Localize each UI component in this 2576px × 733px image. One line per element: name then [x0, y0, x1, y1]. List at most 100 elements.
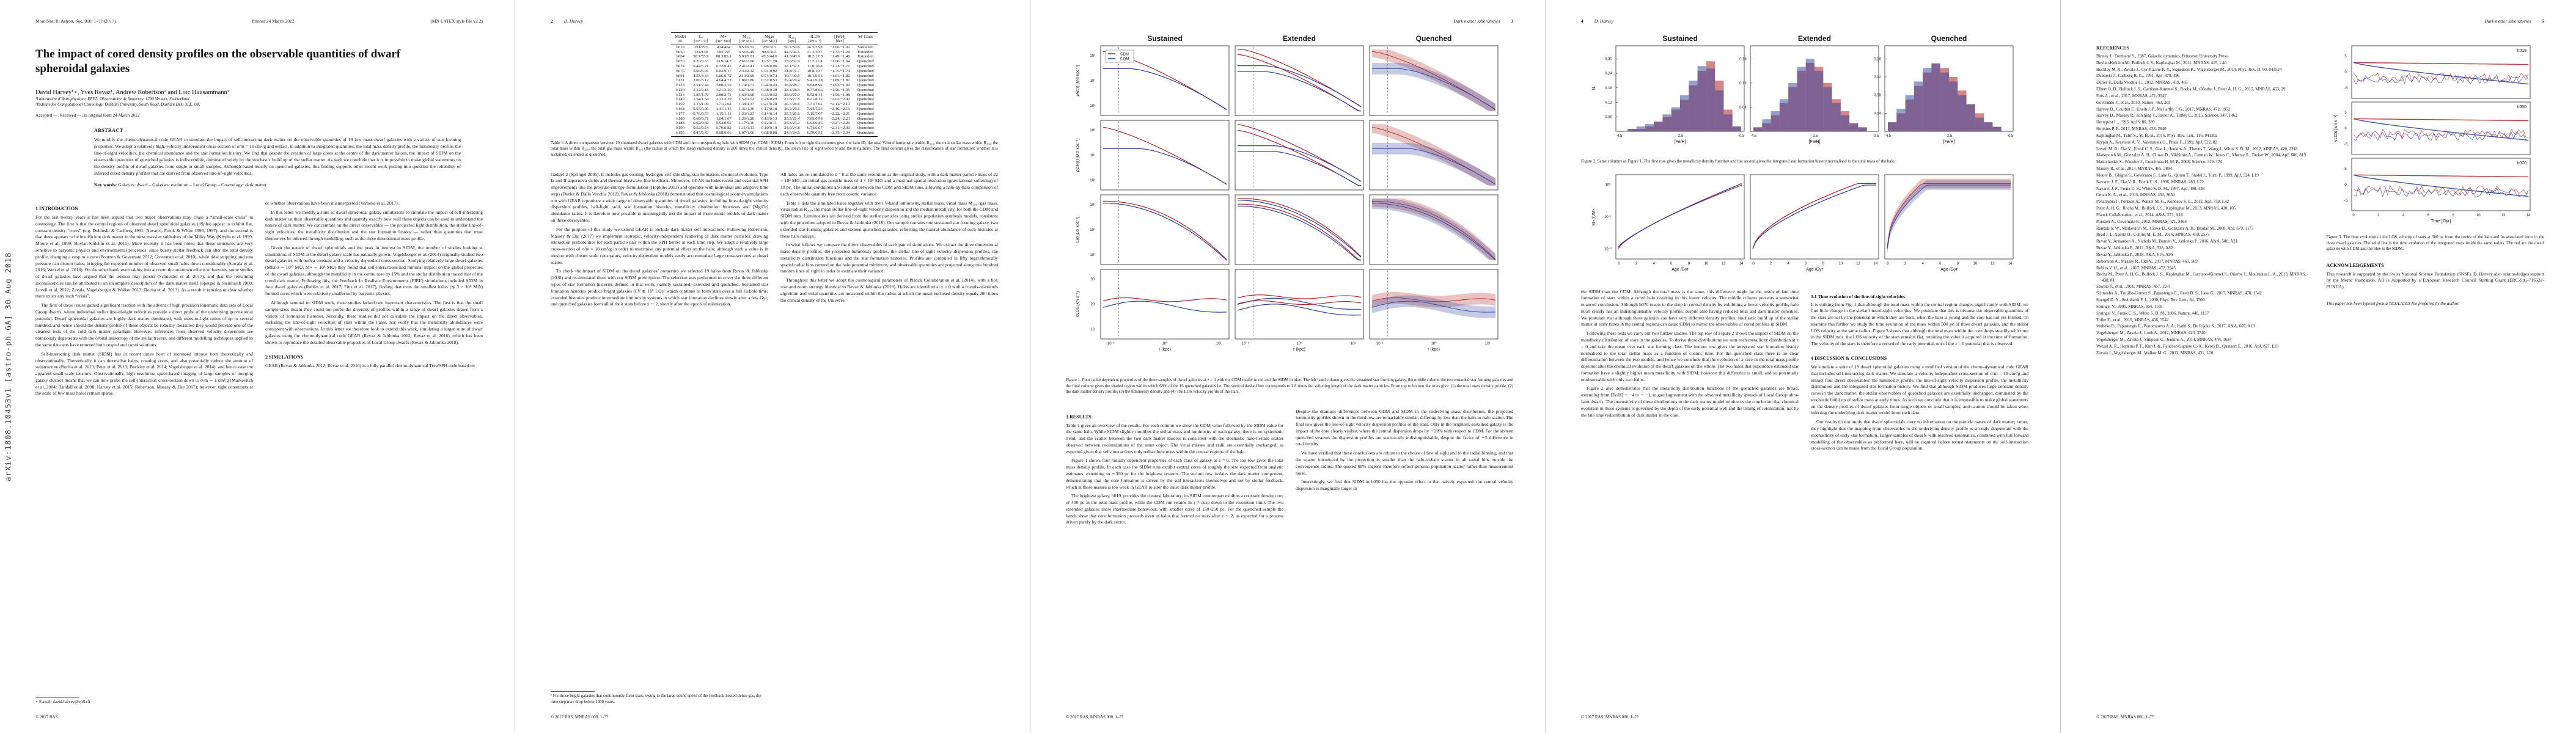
svg-text:10: 10	[1973, 262, 1978, 266]
table-row: h195 0.45/0.43 0.68/0.66 1.07/1.06 0.08/0.08…	[671, 130, 878, 137]
reference-entry: Boylan-Kolchin M., Bullock J. S., Kaplin…	[2096, 60, 2226, 65]
page-footer: © 2017 RAS	[35, 715, 58, 720]
svg-text:10: 10	[1091, 328, 1095, 332]
table-cell: Sustained	[857, 45, 874, 49]
right-column: All halos are re-simulated to z = 0 at t…	[780, 172, 998, 706]
abstract-block: ABSTRACT We modify the chemo-dynamical c…	[94, 128, 461, 192]
svg-text:5: 5	[2345, 111, 2347, 115]
reference-entry: Harvey D., Massey R., Kitching T., Taylo…	[2096, 113, 2237, 119]
column-unit: [kpc]	[780, 39, 804, 45]
table-cell: h019	[676, 45, 684, 49]
table-cell: h123	[676, 83, 684, 88]
table-cell: Quenched	[857, 78, 874, 83]
table-cell: 2.33/2.39	[716, 97, 732, 102]
svg-text:0.08: 0.08	[1874, 94, 1881, 98]
dates-line: Accepted —. Received —; in original form…	[35, 112, 140, 118]
page-2: 2 D. Harvey Model Lᵥ M⋆ M₂₀₀ Mgas R₂₀₀ σLOS [Fe…	[515, 0, 1030, 733]
svg-text:r (kpc): r (kpc)	[1293, 348, 1305, 352]
abstract-text: We modify the chemo-dynamical code GEAR …	[94, 136, 461, 176]
footnote: ¹ For those bright galaxies that continu…	[551, 690, 768, 705]
running-header: Dark matter laboratories 5	[2096, 18, 2544, 24]
table-cell: Extended	[857, 54, 873, 59]
svg-text:10⁹: 10⁹	[1090, 128, 1096, 133]
reference-entry: Navarro J. F., Eke V. R., Frenk C. S., 1…	[2096, 179, 2204, 184]
svg-text:8: 8	[2453, 214, 2455, 217]
paragraph: GEAR (Revaz & Jablonka 2012; Revaz et al…	[265, 362, 475, 368]
table-cell: 0.52/0.54	[693, 126, 709, 131]
table-cell: 24.9/24.8	[784, 126, 800, 131]
page-footer: © 2017 RAS, MNRAS 000, 1–??	[1066, 715, 1123, 720]
table-cell: 1.41/1.45	[716, 107, 732, 112]
table-cell: 5.96/6.05	[693, 68, 709, 73]
svg-text:-2.5: -2.5	[1677, 134, 1684, 138]
table-cell: 3.80/3.70	[716, 83, 732, 88]
svg-text:6: 6	[1805, 262, 1807, 266]
svg-text:0.24: 0.24	[1605, 72, 1612, 76]
column-header: σLOS	[803, 32, 826, 39]
left-column: 3 RESULTS Table 1 gives an overview of th…	[1066, 409, 1283, 705]
svg-text:Quenched: Quenched	[1931, 34, 1967, 43]
svg-text:0.30: 0.30	[1605, 57, 1612, 61]
page-1: arXiv:1808.10453v1 [astro-ph.GA] 30 Aug …	[0, 0, 515, 733]
svg-text:10⁷: 10⁷	[1090, 203, 1096, 207]
reference-entry: Robles V. H., et al., 2017, MNRAS, 472, …	[2096, 265, 2176, 271]
table-cell: 50.7/50.6	[784, 45, 800, 49]
table-cell: 8.21/8.12	[807, 97, 823, 102]
table-cell: 28.4/28.3	[784, 87, 800, 92]
table-cell: 10.1/9.95	[807, 73, 823, 78]
figure-3-caption: Figure 3. The time evolution of the LOS …	[2326, 235, 2545, 252]
table-cell: 0.38/0.39	[761, 87, 777, 92]
svg-text:0.04: 0.04	[1874, 112, 1881, 115]
table-cell: 1.52/1.52	[738, 97, 755, 102]
paragraph: The brightest galaxy, h019, provides the…	[1066, 493, 1283, 525]
table-cell: −2.03/−2.02	[829, 97, 850, 102]
table-row: h050 124/130 183/195 6.51/6.49 98.6/103 44.6/…	[671, 49, 878, 54]
right-column: Despite the dramatic differences between…	[1296, 409, 1513, 705]
table-cell: 10.8/10.7	[807, 68, 823, 73]
reference-entry: Markevitch M., Gonzalez A. H., Clowe D.,…	[2096, 153, 2306, 158]
table-cell: 0.44/0.43	[761, 83, 777, 88]
table-cell: −1.93/−1.92	[829, 83, 850, 88]
table-cell: −2.11/−2.10	[829, 102, 850, 107]
right-column: h019 5 0 −5 h050 5 0 −5 h070 5 0 −5 0 2 4 6 8 10 12 14 Time …	[2326, 40, 2545, 705]
table-cell: 6.51/6.49	[738, 49, 755, 54]
table-cell: 9.04/8.92	[807, 83, 823, 88]
table-cell: 26.7/26.6	[784, 102, 800, 107]
running-title: Dark matter laboratories	[1453, 18, 1500, 24]
table-row: h168 0.93/0.96 1.41/1.45 1.31/1.30 0.17/0.18…	[671, 107, 878, 112]
table-cell: 26.2/26.1	[784, 107, 800, 112]
table-cell: Quenched	[857, 64, 874, 69]
svg-text:0: 0	[2345, 71, 2347, 75]
running-title: D. Harvey	[1594, 18, 1613, 24]
table-row: h076 5.96/6.05 9.02/9.17 2.33/2.32 0.91/0.92…	[671, 68, 878, 73]
table-cell: 24.6/24.5	[780, 130, 804, 137]
table-cell: −2.31/−2.30	[829, 126, 850, 131]
table-cell: Quenched	[857, 102, 874, 107]
section-heading: 3 RESULTS	[1066, 414, 1092, 420]
table-cell: Quenched	[857, 111, 874, 116]
reference-entry: Oman K. A., et al., 2015, MNRAS, 452, 36…	[2096, 192, 2175, 198]
paragraph: Gadget-2 (Springel 2005). It includes ga…	[551, 171, 768, 223]
table-cell: 1.23/1.23	[738, 111, 755, 116]
svg-text:L(r) [L⊙ kpc⁻²]: L(r) [L⊙ kpc⁻²]	[1076, 217, 1080, 243]
reference-entry: Robertson A., Massey R., Eke V., 2017, M…	[2096, 258, 2198, 264]
paragraph: Given the nature of dwarf spheroidals an…	[265, 244, 483, 297]
table-cell: 6.74/6.67	[807, 126, 823, 131]
paragraph: Despite the dramatic differences between…	[1296, 408, 1513, 447]
svg-text:10⁷: 10⁷	[1090, 79, 1096, 83]
table-cell: 11.7/11.4	[807, 59, 823, 64]
table-cell: −1.81/−1.80	[829, 73, 850, 78]
svg-text:4: 4	[1921, 262, 1924, 266]
paragraph: the SIDM than the CDM. Although the tota…	[1581, 288, 1799, 327]
reference-entry: Vogelsberger M., Zavala J., Loeb A., 201…	[2096, 330, 2206, 336]
halo-comparison-table: Model Lᵥ M⋆ M₂₀₀ Mgas R₂₀₀ σLOS [Fe/H] SF Class I…	[671, 32, 878, 137]
paragraph: Although seminal to SIDM work, these stu…	[265, 300, 483, 345]
reference-entry: Planck Collaboration, et al., 2014, A&A,…	[2096, 212, 2183, 217]
paragraph: Figure 2 also demonstrates that the meta…	[1581, 385, 1799, 418]
svg-text:-2.5: -2.5	[1811, 134, 1818, 138]
left-column: 1 INTRODUCTION For the last twenty years …	[35, 200, 253, 705]
table-cell: 6.42/6.21	[693, 64, 709, 69]
column-unit: [10⁸ M⊙]	[735, 39, 758, 45]
left-column: the SIDM than the CDM. Although the tota…	[1581, 289, 1799, 705]
table-cell: Quenched	[857, 73, 874, 78]
